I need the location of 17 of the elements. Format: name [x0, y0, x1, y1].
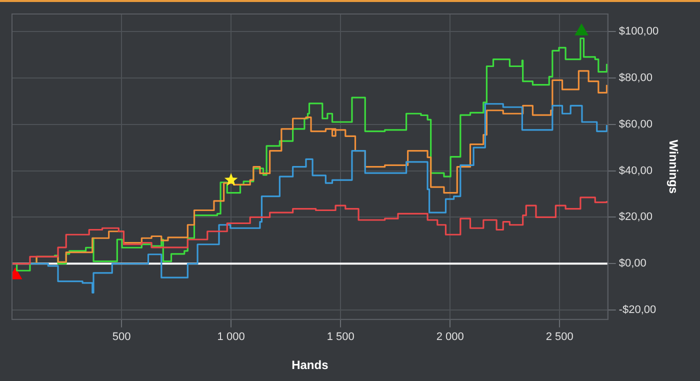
x-tick-label: 500	[112, 331, 131, 344]
point	[12, 268, 22, 280]
x-tick-label: 2 500	[546, 331, 574, 344]
y-tick-label: -$20,00	[618, 304, 656, 316]
y-tick-label: $20,00	[618, 211, 652, 224]
point	[224, 173, 238, 186]
x-axis-title: Hands	[292, 358, 329, 372]
y-tick-label: $80,00	[618, 72, 652, 84]
y-tick-label: $60,00	[618, 118, 652, 130]
point	[575, 24, 588, 36]
y-axis-title: Winnings	[666, 140, 680, 194]
y-tick-label: $0,00	[618, 258, 646, 270]
x-tick-label: 1 500	[326, 331, 354, 344]
x-tick-label: 2 000	[436, 331, 464, 344]
x-tick-label: 1 000	[217, 331, 245, 344]
y-tick-label: $100,00	[618, 25, 659, 38]
y-tick-label: $40,00	[618, 164, 652, 177]
